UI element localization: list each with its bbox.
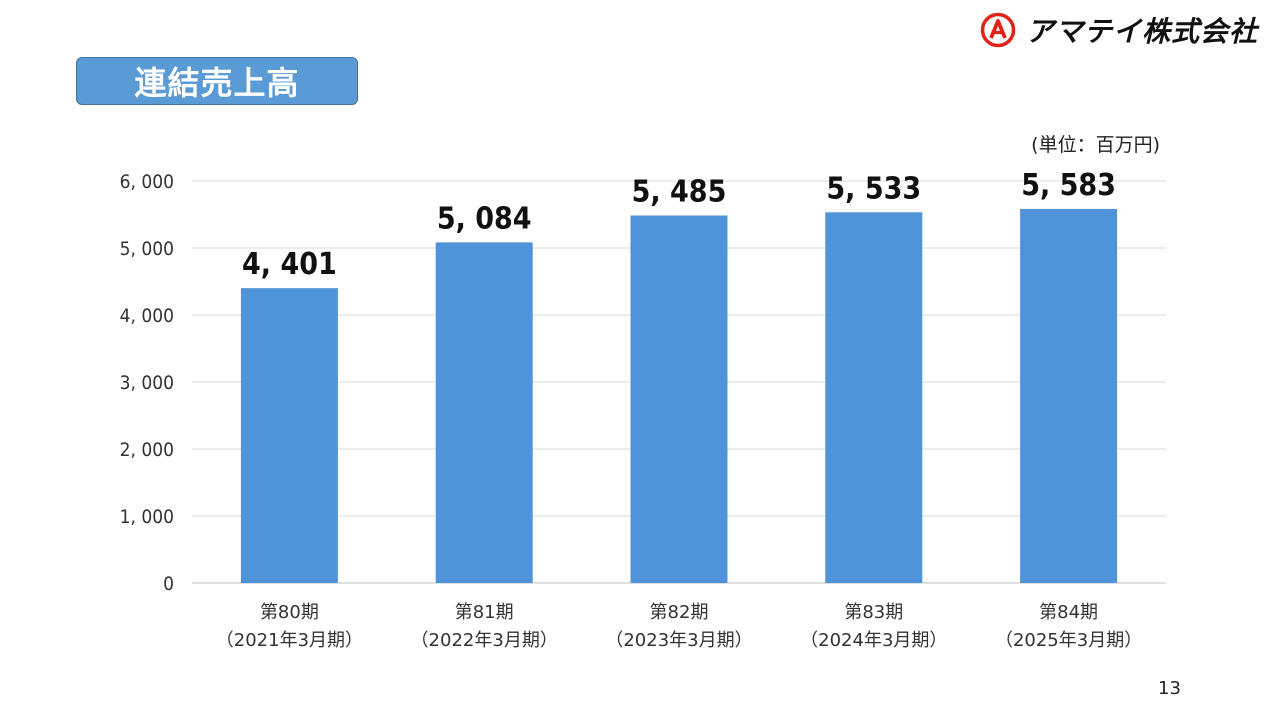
data-label: 5, 583 xyxy=(1021,168,1116,203)
bar xyxy=(825,212,923,583)
x-tick-sublabel: （2022年3月期） xyxy=(411,630,558,651)
x-tick-label: 第82期 xyxy=(650,602,709,623)
data-label: 5, 485 xyxy=(632,175,727,210)
y-tick-label: 1, 000 xyxy=(120,506,174,528)
data-label: 4, 401 xyxy=(242,247,337,282)
page-title: 連結売上高 xyxy=(134,64,300,102)
company-logo: アマテイ株式会社 xyxy=(980,10,1258,50)
x-tick-label: 第83期 xyxy=(844,602,903,623)
x-tick-sublabel: （2023年3月期） xyxy=(605,630,752,651)
page-number: 13 xyxy=(1158,678,1181,699)
company-name: アマテイ株式会社 xyxy=(1026,15,1259,48)
x-tick-label: 第84期 xyxy=(1039,602,1098,623)
bar xyxy=(240,288,338,583)
bar xyxy=(1020,208,1118,583)
x-tick-sublabel: （2024年3月期） xyxy=(800,630,947,651)
y-tick-label: 4, 000 xyxy=(120,305,174,327)
x-tick-sublabel: （2021年3月期） xyxy=(216,630,363,651)
y-tick-label: 0 xyxy=(163,573,174,595)
y-tick-label: 5, 000 xyxy=(120,238,174,260)
x-tick-label: 第80期 xyxy=(260,602,319,623)
title-box: 連結売上高 xyxy=(76,57,358,105)
circle-a-logo-icon xyxy=(980,12,1016,48)
bar xyxy=(630,215,728,583)
data-label: 5, 084 xyxy=(437,201,532,236)
bar xyxy=(435,242,533,583)
unit-label: (単位：百万円) xyxy=(1031,134,1160,156)
x-tick-sublabel: （2025年3月期） xyxy=(995,630,1142,651)
data-label: 5, 533 xyxy=(826,171,921,206)
y-tick-label: 2, 000 xyxy=(120,439,174,461)
y-tick-label: 6, 000 xyxy=(120,171,174,193)
y-tick-label: 3, 000 xyxy=(120,372,174,394)
x-tick-label: 第81期 xyxy=(455,602,514,623)
